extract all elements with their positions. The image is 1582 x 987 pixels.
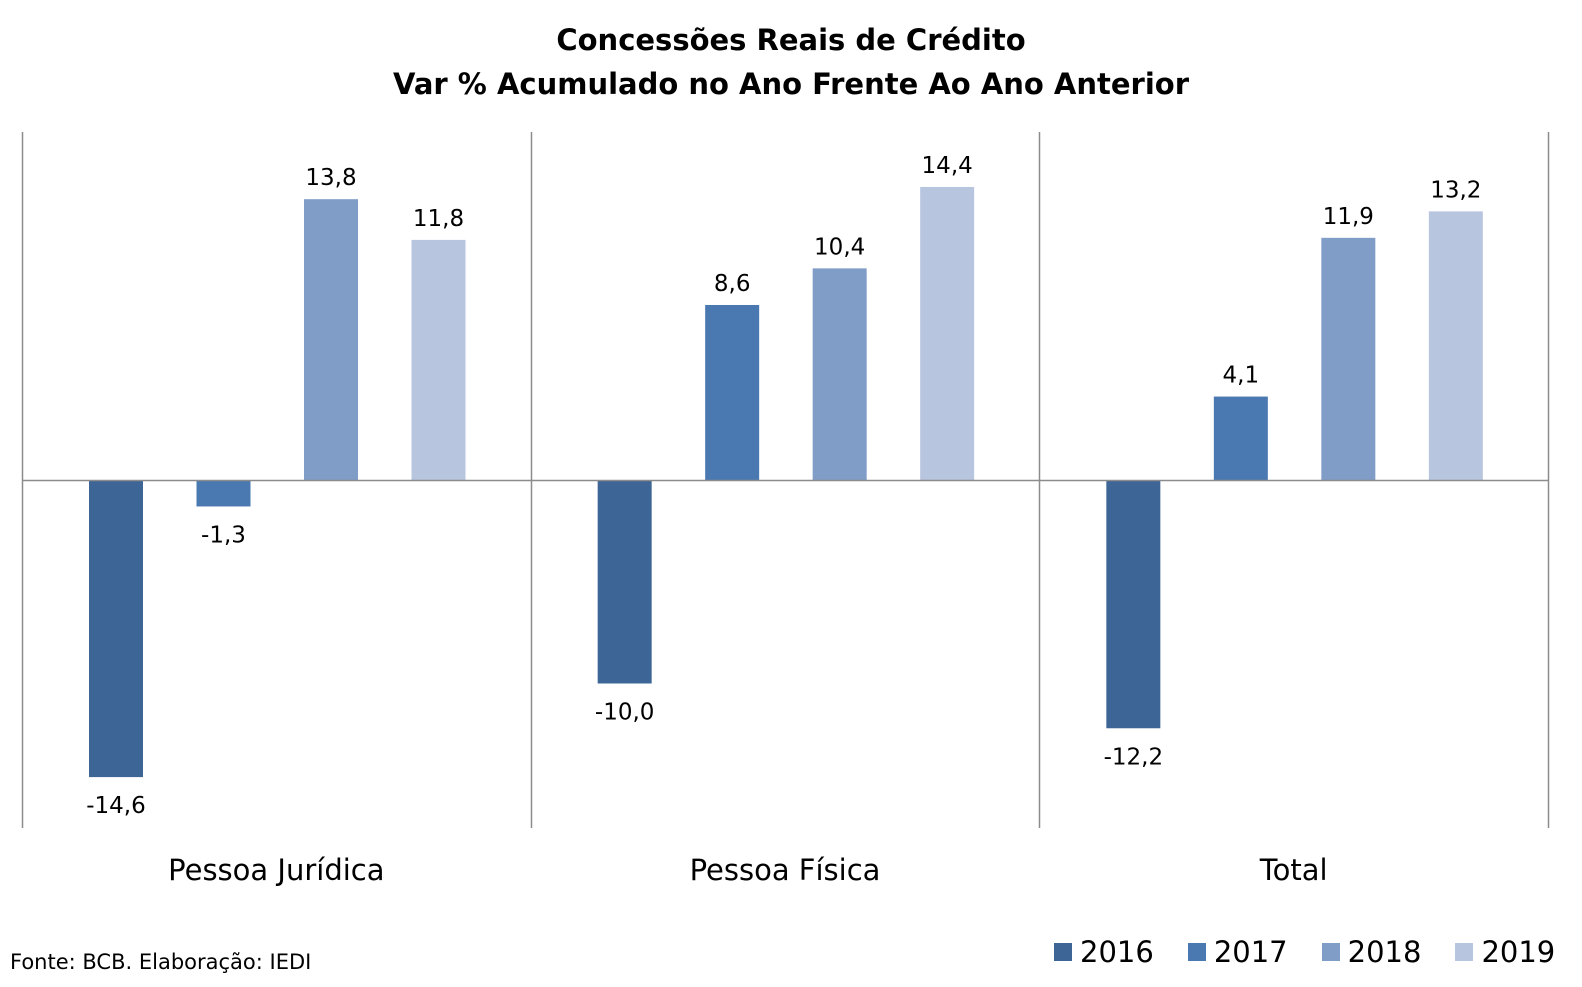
- bar-2018-2: [1321, 237, 1376, 480]
- legend-label: 2016: [1080, 935, 1154, 969]
- data-label-2018-0: 13,8: [305, 165, 356, 191]
- data-label-2018-1: 10,4: [814, 234, 865, 260]
- data-label-2018-2: 11,9: [1323, 204, 1374, 230]
- data-label-2017-0: -1,3: [201, 522, 246, 548]
- bar-2016-2: [1106, 480, 1161, 729]
- bar-2016-1: [597, 480, 652, 684]
- legend-item-2018: 2018: [1321, 935, 1422, 969]
- legend-label: 2018: [1347, 935, 1422, 969]
- legend-item-2016: 2016: [1054, 935, 1154, 969]
- data-label-2016-2: -12,2: [1104, 744, 1164, 770]
- category-label: Pessoa Física: [690, 853, 881, 887]
- data-label-2019-2: 13,2: [1430, 177, 1481, 203]
- legend-item-2019: 2019: [1455, 935, 1555, 969]
- chart-title-line-1: Concessões Reais de Crédito: [556, 23, 1026, 57]
- legend-swatch: [1321, 943, 1340, 961]
- legend-item-2017: 2017: [1187, 935, 1288, 969]
- data-label-2017-2: 4,1: [1223, 363, 1260, 389]
- bar-2018-0: [304, 199, 358, 481]
- bar-2018-1: [812, 268, 867, 480]
- chart-title-line-2: Var % Acumulado no Ano Frente Ao Ano Ant…: [392, 67, 1190, 101]
- category-label: Total: [1259, 853, 1328, 887]
- bar-2019-2: [1428, 211, 1483, 480]
- legend-swatch: [1455, 943, 1474, 961]
- legend-swatch: [1187, 943, 1206, 961]
- source-note: Fonte: BCB. Elaboração: IEDI: [10, 950, 312, 974]
- legend-label: 2019: [1481, 935, 1556, 969]
- bar-2017-1: [705, 304, 760, 480]
- data-label-2016-1: -10,0: [595, 700, 655, 726]
- chart-title: Concessões Reais de Crédito Var % Acumul…: [0, 18, 1582, 106]
- bar-2019-0: [411, 239, 466, 480]
- legend: 2016 2017 2018 2019: [1054, 932, 1582, 972]
- bar-2016-0: [89, 480, 143, 778]
- data-label-2017-1: 8,6: [714, 271, 751, 297]
- category-label: Pessoa Jurídica: [168, 853, 384, 887]
- legend-label: 2017: [1213, 935, 1288, 969]
- data-label-2019-0: 11,8: [413, 206, 464, 232]
- bar-2017-2: [1213, 396, 1268, 480]
- legend-swatch: [1054, 943, 1072, 961]
- data-label-2019-1: 14,4: [922, 153, 973, 179]
- data-label-2016-0: -14,6: [86, 793, 146, 819]
- bar-2019-1: [920, 186, 975, 480]
- bar-2017-0: [196, 480, 251, 507]
